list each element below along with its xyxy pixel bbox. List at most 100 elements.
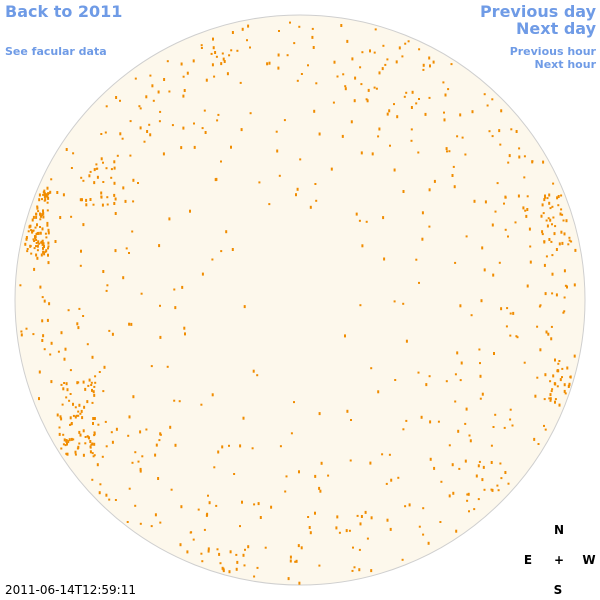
facula [96, 175, 99, 179]
facula [68, 438, 71, 442]
facula [512, 311, 515, 315]
facular-link[interactable]: See facular data [5, 45, 107, 58]
facula [511, 424, 514, 427]
facula [111, 440, 114, 444]
facula [166, 60, 169, 63]
facula [311, 35, 314, 39]
facula [34, 226, 37, 229]
facula [428, 375, 431, 378]
facula [558, 242, 561, 246]
facula [298, 25, 301, 28]
facula [554, 400, 556, 404]
facula [447, 88, 450, 91]
facula [217, 113, 220, 116]
next-hour-link[interactable]: Next hour [535, 58, 597, 71]
facula [563, 383, 566, 387]
facula [47, 231, 50, 235]
facula [72, 152, 75, 155]
facula [110, 176, 113, 179]
facula [114, 499, 117, 501]
facula [492, 273, 495, 277]
facula [98, 371, 101, 373]
facula [35, 253, 38, 257]
facula [33, 247, 36, 250]
facula [258, 181, 261, 184]
facula [422, 507, 425, 510]
facula [526, 195, 529, 198]
facula [407, 40, 410, 43]
facula [466, 499, 469, 502]
facula [145, 428, 148, 431]
facula [404, 505, 407, 508]
facula [437, 420, 440, 423]
facula [86, 343, 89, 346]
facula [179, 543, 182, 547]
facula [20, 333, 23, 337]
next-day-link[interactable]: Next day [516, 19, 597, 38]
facula [76, 322, 79, 326]
facula [451, 174, 454, 177]
previous-day-link[interactable]: Previous day [480, 2, 597, 21]
facula [154, 453, 157, 457]
facula [94, 381, 97, 384]
previous-hour-link[interactable]: Previous hour [510, 45, 597, 58]
compass-west: W [582, 553, 595, 567]
facula [448, 444, 451, 447]
back-link[interactable]: Back to 2011 [5, 2, 122, 21]
facula [168, 217, 171, 221]
facula [395, 60, 398, 64]
facula [100, 191, 103, 195]
facula [192, 59, 195, 63]
facula [45, 236, 48, 239]
facula [293, 401, 295, 404]
facula [79, 412, 82, 415]
facula [139, 467, 142, 471]
facula [57, 350, 60, 353]
facula [143, 140, 146, 143]
facula [182, 75, 185, 78]
facula [415, 102, 418, 105]
facula [393, 168, 396, 172]
facula [285, 475, 288, 478]
facula [166, 365, 169, 368]
facula [114, 212, 117, 215]
facula [313, 109, 316, 113]
facula [448, 150, 451, 153]
facula [490, 488, 493, 491]
facula [31, 218, 34, 222]
facula [377, 390, 380, 394]
facula [85, 198, 88, 202]
facula [86, 400, 89, 404]
facula [270, 505, 273, 509]
facula [410, 139, 413, 142]
facula [459, 379, 462, 382]
facula [451, 463, 454, 467]
solar-disk [14, 14, 586, 586]
facula [494, 413, 497, 416]
facula [564, 284, 567, 287]
facula [200, 44, 203, 47]
facula [43, 189, 46, 193]
facula [68, 399, 71, 402]
facula [296, 79, 299, 82]
facula [130, 322, 133, 326]
facula [119, 132, 122, 136]
facula [561, 213, 564, 216]
facula [314, 183, 317, 185]
facula [549, 399, 552, 402]
facula [424, 112, 427, 116]
facula [500, 109, 503, 113]
facula [537, 443, 540, 445]
facula [132, 200, 135, 203]
facula [37, 240, 40, 244]
facula [289, 555, 292, 559]
facula [192, 538, 195, 541]
facula [158, 439, 161, 442]
facula [454, 400, 457, 403]
facula [531, 160, 534, 163]
facula [278, 30, 280, 32]
facula [320, 461, 323, 465]
facula [374, 28, 377, 31]
facula [200, 552, 203, 555]
facula [213, 75, 216, 78]
